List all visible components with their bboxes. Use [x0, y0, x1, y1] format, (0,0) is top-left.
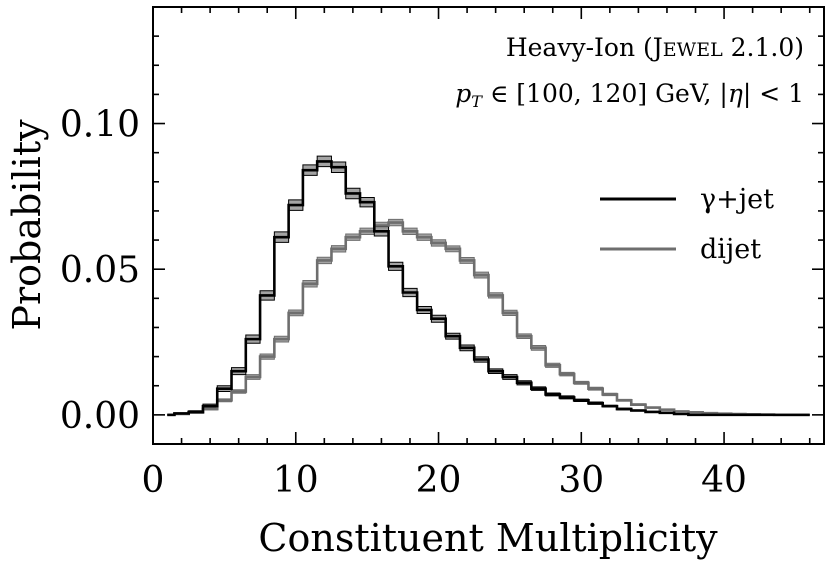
x-axis-title: Constituent Multiplicity: [258, 516, 718, 560]
annotation: Heavy-Ion (JEWEL 2.1.0) pT ∈ [100, 120] …: [455, 33, 804, 111]
axis-ticks: [152, 6, 824, 445]
legend-label-dijet: dijet: [700, 234, 761, 265]
plot-frame: [152, 6, 825, 445]
y-tick-label: 0.10: [60, 105, 140, 146]
legend: γ+jet dijet: [600, 184, 774, 265]
legend-label-gamma-jet: γ+jet: [700, 184, 774, 215]
y-tick-label: 0.00: [60, 396, 140, 437]
series-line-gamma-jet: [167, 160, 810, 417]
annotation-line-1: Heavy-Ion (JEWEL 2.1.0): [506, 33, 804, 62]
x-tick-label: 40: [701, 460, 747, 501]
series-line-dijet: [167, 221, 810, 417]
x-tick-label: 0: [142, 460, 165, 501]
tick-labels: 0 10 20 30 40 0.00 0.05 0.10: [60, 105, 747, 501]
y-axis-title: Probability: [5, 119, 49, 331]
series-lines: [167, 160, 810, 417]
x-tick-label: 10: [273, 460, 319, 501]
x-tick-label: 30: [558, 460, 604, 501]
y-tick-label: 0.05: [60, 250, 140, 291]
annotation-line-2: pT ∈ [100, 120] GeV, |η| < 1: [455, 79, 804, 111]
x-tick-label: 20: [416, 460, 462, 501]
